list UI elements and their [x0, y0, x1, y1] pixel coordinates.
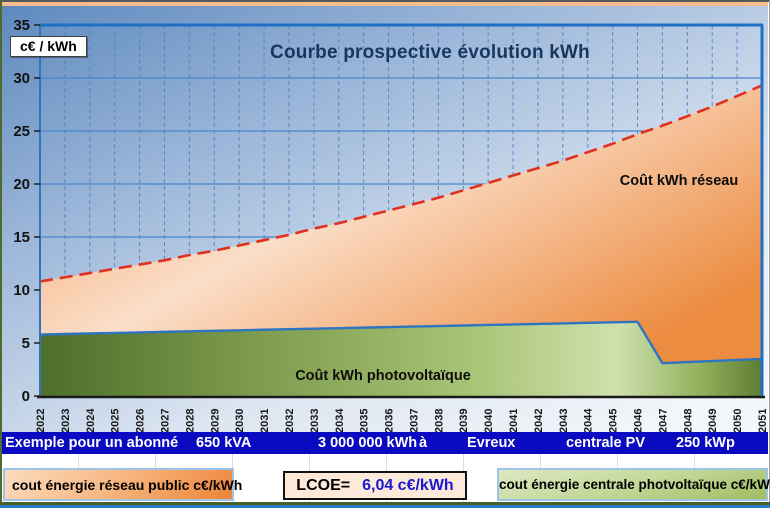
info-a-label: à	[419, 435, 428, 451]
lcoe-value: 6,04 c€/kWh	[362, 476, 454, 494]
svg-text:15: 15	[13, 229, 30, 246]
svg-text:2047: 2047	[657, 409, 669, 432]
svg-text:2035: 2035	[359, 409, 371, 432]
info-kwp-value: 250 kWp	[676, 435, 735, 451]
info-city-value: Evreux	[467, 435, 516, 451]
info-pv-plant-label: centrale PV	[566, 435, 645, 451]
svg-text:2051: 2051	[757, 409, 768, 432]
svg-text:2038: 2038	[433, 409, 445, 432]
window-border-bottom	[0, 502, 770, 505]
window-border-top	[0, 0, 770, 2]
svg-text:0: 0	[22, 388, 30, 405]
svg-text:2034: 2034	[334, 408, 346, 432]
svg-text:2041: 2041	[508, 409, 520, 432]
y-axis-unit-box: c€ / kWh	[10, 36, 87, 57]
svg-text:5: 5	[22, 335, 30, 352]
area-label-photovoltaique: Coût kWh photovoltaïque	[295, 368, 471, 384]
info-subscriber-label: Exemple pour un abonné	[5, 435, 179, 451]
info-kva-value: 650 kVA	[196, 435, 252, 451]
chart-title: Courbe prospective évolution kWh	[270, 42, 590, 63]
legend-photovoltaique-cell: cout énergie centrale photvoltaïque c€/k…	[497, 468, 770, 501]
info-kwh-value: 3 000 000 kWh	[318, 435, 418, 451]
chart-canvas: 0 5 10 15 20 25 30 35 2022 2023 2024 2025 2026 2027 20…	[2, 6, 769, 433]
svg-text:2023: 2023	[60, 409, 72, 432]
reseau-line	[39, 84, 764, 359]
svg-text:2050: 2050	[732, 409, 744, 432]
reseau-area	[40, 85, 762, 364]
svg-text:2025: 2025	[110, 409, 122, 432]
svg-text:2042: 2042	[533, 409, 545, 432]
svg-text:2028: 2028	[184, 409, 196, 432]
svg-text:2027: 2027	[159, 409, 171, 432]
lcoe-result-cell: LCOE= 6,04 c€/kWh	[283, 471, 467, 500]
window-border-left	[0, 0, 2, 508]
svg-text:2045: 2045	[608, 409, 620, 432]
svg-text:2046: 2046	[633, 409, 645, 432]
svg-text:2039: 2039	[458, 409, 470, 432]
svg-text:2040: 2040	[483, 409, 495, 432]
window-edge-blue	[0, 505, 770, 508]
area-label-reseau: Coût kWh réseau	[619, 173, 739, 189]
svg-text:30: 30	[13, 70, 30, 87]
svg-text:2036: 2036	[384, 409, 396, 432]
svg-text:2024: 2024	[85, 408, 97, 432]
lcoe-label: LCOE=	[296, 476, 351, 494]
svg-text:35: 35	[13, 17, 30, 34]
svg-text:2029: 2029	[209, 409, 221, 432]
photovoltaique-area	[40, 321, 762, 396]
svg-text:2030: 2030	[234, 409, 246, 432]
svg-text:2032: 2032	[284, 409, 296, 432]
svg-text:2037: 2037	[408, 409, 420, 432]
svg-text:25: 25	[13, 123, 30, 140]
svg-text:20: 20	[13, 176, 30, 193]
photovoltaique-line	[39, 320, 764, 396]
svg-text:2022: 2022	[35, 409, 47, 432]
legend-reseau-cell: cout énergie réseau public c€/kWh	[3, 468, 242, 501]
svg-text:2026: 2026	[135, 409, 147, 432]
svg-text:10: 10	[13, 282, 30, 299]
top-cell-strip	[2, 2, 768, 6]
svg-text:2048: 2048	[682, 409, 694, 432]
svg-text:2043: 2043	[558, 409, 570, 432]
svg-text:2033: 2033	[309, 409, 321, 432]
svg-text:2049: 2049	[707, 409, 719, 432]
svg-text:2031: 2031	[259, 409, 271, 432]
svg-text:2044: 2044	[583, 408, 595, 432]
info-bar: Exemple pour un abonné 650 kVA 3 000 000…	[2, 432, 768, 454]
